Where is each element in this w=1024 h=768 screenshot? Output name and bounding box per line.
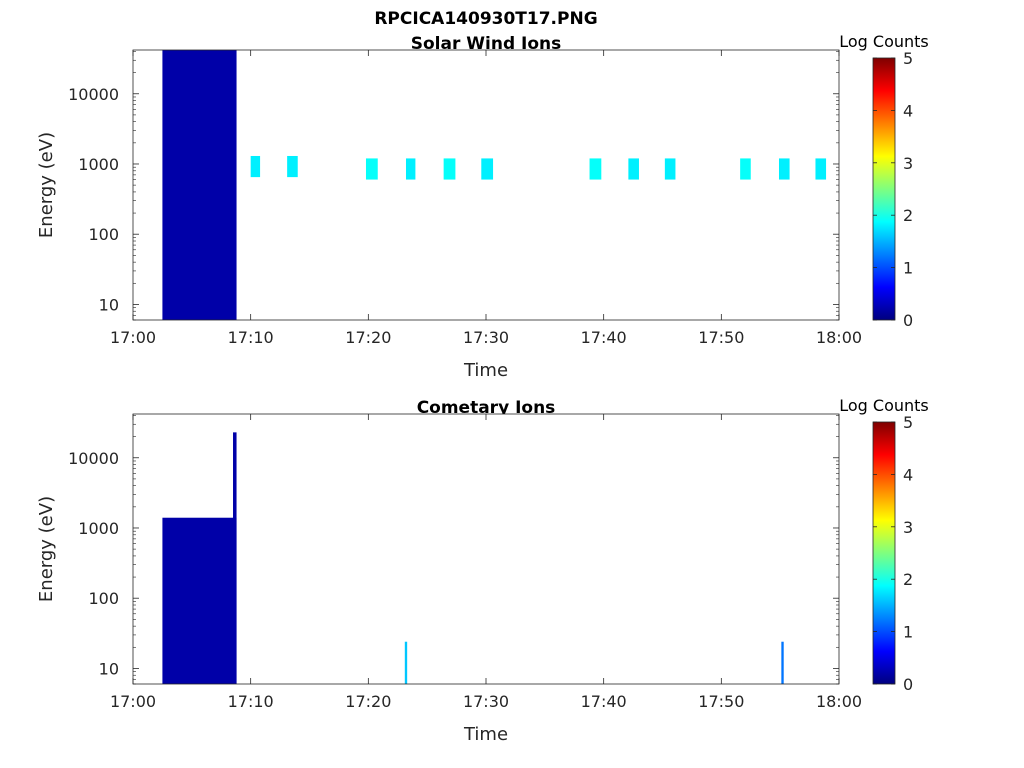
- x-tick-label: 17:20: [345, 328, 391, 347]
- plot-area: 17:00 17:10 17:20 17:30 17:40 17:50 18:00 1010…: [68, 49, 862, 347]
- heatmap-cell: [443, 158, 456, 180]
- chart-solar-wind: Solar Wind Ions 17:00 17:10 17:20 17:30 17:4…: [36, 32, 929, 381]
- colorbar-tick-label: 1: [903, 259, 913, 278]
- heatmap-cell: [589, 158, 602, 180]
- x-ticks: 17:00 17:10 17:20 17:30 17:40 17:50 18:00: [110, 414, 862, 711]
- x-tick-label: 17:40: [581, 328, 627, 347]
- colorbar-title: Log Counts: [839, 396, 929, 415]
- y-ticks: 10 100 1000 10000: [68, 415, 839, 685]
- colorbar-tick-label: 2: [903, 570, 913, 589]
- colorbar-tick-label: 5: [903, 413, 913, 432]
- heatmap-cell: [664, 158, 676, 180]
- x-axis-label: Time: [463, 360, 508, 381]
- colorbar: Log Counts 0 1 2 3 4 5: [839, 396, 929, 694]
- x-tick-label: 17:10: [228, 328, 274, 347]
- heatmap-cell: [405, 158, 416, 180]
- x-axis-label: Time: [463, 724, 508, 745]
- y-tick-label: 10000: [68, 85, 119, 104]
- heatmap-cells: [162, 50, 827, 320]
- x-tick-label: 17:30: [463, 692, 509, 711]
- colorbar: Log Counts 0 1 2 3 4 5: [839, 32, 929, 330]
- heatmap-cell: [628, 158, 639, 180]
- x-tick-label: 17:10: [228, 692, 274, 711]
- heatmap-cell: [162, 50, 237, 320]
- colorbar-tick-label: 4: [903, 465, 913, 484]
- heatmap-cell: [365, 158, 378, 180]
- heatmap-cell: [481, 158, 494, 180]
- heatmap-cell: [287, 155, 298, 178]
- y-tick-label: 100: [88, 589, 119, 608]
- y-tick-label: 1000: [78, 155, 119, 174]
- colorbar-gradient: [873, 58, 895, 320]
- colorbar-tick-label: 0: [903, 675, 913, 694]
- heatmap-cell: [778, 158, 790, 180]
- plot-area: 17:00 17:10 17:20 17:30 17:40 17:50 18:00 1010…: [68, 413, 862, 711]
- colorbar-frame: [872, 421, 896, 685]
- y-tick-label: 10: [99, 659, 119, 678]
- colorbar-tick-label: 3: [903, 154, 913, 173]
- colorbar-tick-label: 5: [903, 49, 913, 68]
- heatmap-cell: [740, 158, 751, 180]
- x-tick-label: 17:00: [110, 328, 156, 347]
- x-tick-label: 17:50: [698, 692, 744, 711]
- colorbar-title: Log Counts: [839, 32, 929, 51]
- heatmap-cell: [781, 641, 784, 684]
- y-axis-label: Energy (eV): [36, 496, 57, 602]
- heatmap-cell: [404, 641, 408, 684]
- colorbar-tick-label: 3: [903, 518, 913, 537]
- x-tick-label: 17:30: [463, 328, 509, 347]
- y-tick-label: 100: [88, 225, 119, 244]
- chart-title: Cometary Ions: [417, 398, 556, 418]
- chart-cometary: Cometary Ions 17:00 17:10 17:20 17:30 17:40 1…: [36, 396, 929, 745]
- colorbar-tick-label: 1: [903, 623, 913, 642]
- y-tick-label: 10: [99, 295, 119, 314]
- plot-background: [133, 414, 839, 684]
- heatmap-cell: [162, 517, 237, 684]
- x-ticks: 17:00 17:10 17:20 17:30 17:40 17:50 18:00: [110, 50, 862, 347]
- x-tick-label: 17:50: [698, 328, 744, 347]
- colorbar-tick-label: 0: [903, 311, 913, 330]
- x-tick-label: 17:20: [345, 692, 391, 711]
- y-ticks: 10 100 1000 10000: [68, 51, 839, 321]
- x-tick-label: 18:00: [816, 692, 862, 711]
- y-tick-label: 10000: [68, 449, 119, 468]
- colorbar-ticks: 0 1 2 3 4 5: [873, 413, 913, 694]
- colorbar-frame: [872, 57, 896, 321]
- heatmap-cell: [815, 158, 827, 180]
- heatmap-cell: [250, 155, 261, 178]
- x-tick-label: 18:00: [816, 328, 862, 347]
- chart-title: Solar Wind Ions: [411, 34, 562, 54]
- colorbar-ticks: 0 1 2 3 4 5: [873, 49, 913, 330]
- colorbar-tick-label: 4: [903, 101, 913, 120]
- heatmap-cells: [162, 432, 784, 684]
- heatmap-cell: [233, 432, 237, 684]
- x-tick-label: 17:00: [110, 692, 156, 711]
- y-tick-label: 1000: [78, 519, 119, 538]
- x-tick-label: 17:40: [581, 692, 627, 711]
- y-axis-label: Energy (eV): [36, 132, 57, 238]
- plot-background: [133, 50, 839, 320]
- colorbar-gradient: [873, 422, 895, 684]
- colorbar-tick-label: 2: [903, 206, 913, 225]
- figure-title: RPCICA140930T17.PNG: [374, 9, 597, 29]
